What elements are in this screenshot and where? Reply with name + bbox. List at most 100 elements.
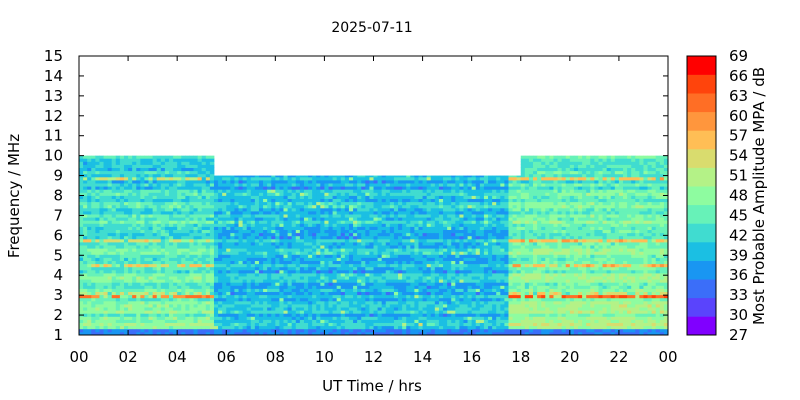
heatmap-cell	[328, 254, 333, 258]
heatmap-cell	[357, 294, 362, 299]
heatmap-cell	[222, 195, 227, 199]
heatmap-cell	[369, 282, 374, 286]
heatmap-cell	[218, 322, 223, 327]
heatmap-cell	[99, 269, 104, 274]
heatmap-cell	[336, 304, 342, 308]
heatmap-cell	[336, 263, 342, 268]
heatmap-cell	[263, 211, 268, 215]
heatmap-cell	[389, 285, 395, 289]
heatmap-cell	[164, 273, 170, 277]
heatmap-cell	[164, 313, 170, 317]
heatmap-cell	[340, 238, 346, 243]
heatmap-cell	[254, 183, 260, 187]
heatmap-cell	[324, 263, 329, 268]
heatmap-cell	[263, 189, 268, 193]
heatmap-cell	[303, 226, 309, 230]
heatmap-cell	[230, 201, 235, 206]
heatmap-cell	[95, 229, 100, 234]
heatmap-cell	[365, 192, 370, 196]
heatmap-cell	[430, 180, 436, 184]
heatmap-cell	[361, 307, 366, 311]
heatmap-cell	[287, 211, 293, 215]
heatmap-cell	[303, 189, 309, 193]
heatmap-cell	[123, 180, 129, 184]
heatmap-cell	[123, 204, 129, 209]
heatmap-cell	[451, 307, 456, 311]
heatmap-cell	[344, 288, 350, 292]
heatmap-cell	[328, 204, 333, 209]
heatmap-cell	[365, 235, 370, 240]
heatmap-cell	[128, 257, 133, 261]
heatmap-cell	[152, 288, 158, 292]
heatmap-cell	[451, 294, 456, 299]
heatmap-cell	[422, 328, 428, 333]
heatmap-cell	[291, 245, 297, 249]
heatmap-cell	[426, 214, 432, 218]
heatmap-cell	[177, 257, 182, 261]
heatmap-cell	[332, 288, 338, 292]
heatmap-cell	[189, 164, 194, 168]
heatmap-cell	[340, 257, 346, 261]
heatmap-cell	[385, 189, 391, 193]
heatmap-cell	[324, 313, 329, 317]
heatmap-cell	[283, 226, 288, 230]
heatmap-cell	[275, 313, 280, 317]
heatmap-cell	[234, 279, 239, 283]
heatmap-cell	[136, 300, 141, 305]
heatmap-cell	[250, 198, 256, 203]
heatmap-cell	[263, 192, 268, 196]
heatmap-cell	[283, 217, 288, 221]
heatmap-cell	[365, 316, 370, 320]
heatmap-cell	[197, 161, 203, 165]
heatmap-cell	[438, 226, 444, 230]
heatmap-cell	[218, 214, 223, 218]
heatmap-cell	[377, 322, 383, 327]
heatmap-cell	[201, 319, 207, 323]
heatmap-cell	[299, 201, 305, 206]
heatmap-cell	[373, 273, 378, 277]
heatmap-cell	[218, 238, 223, 243]
heatmap-cell	[340, 276, 346, 280]
heatmap-cell	[132, 304, 137, 308]
heatmap-cell	[234, 211, 239, 215]
heatmap-cell	[115, 164, 121, 168]
heatmap-cell	[250, 226, 256, 230]
heatmap-cell	[344, 251, 350, 255]
heatmap-cell	[406, 207, 411, 212]
heatmap-cell	[99, 235, 104, 240]
heatmap-cell	[324, 328, 329, 333]
heatmap-cell	[230, 235, 235, 240]
heatmap-cell	[140, 300, 145, 305]
heatmap-cell	[123, 158, 129, 162]
heatmap-cell	[83, 214, 88, 218]
heatmap-cell	[209, 260, 215, 265]
heatmap-cell	[205, 170, 211, 175]
heatmap-cell	[115, 282, 121, 286]
heatmap-cell	[91, 297, 96, 302]
heatmap-cell	[369, 307, 374, 311]
heatmap-cell	[111, 204, 117, 209]
heatmap-cell	[83, 195, 88, 199]
heatmap-cell	[103, 260, 109, 265]
heatmap-cell	[434, 266, 440, 271]
heatmap-cell	[177, 288, 182, 292]
heatmap-cell	[279, 319, 284, 323]
heatmap-cell	[328, 248, 333, 252]
heatmap-cell	[377, 288, 383, 292]
heatmap-cell	[414, 263, 419, 268]
heatmap-cell	[193, 263, 199, 268]
heatmap-cell	[95, 214, 100, 218]
heatmap-cell	[361, 276, 366, 280]
heatmap-cell	[189, 279, 194, 283]
heatmap-cell	[426, 331, 432, 336]
heatmap-cell	[164, 158, 170, 162]
heatmap-cell	[316, 238, 321, 243]
heatmap-cell	[234, 316, 239, 320]
heatmap-cell	[197, 204, 203, 209]
heatmap-cell	[148, 226, 154, 230]
heatmap-cell	[283, 294, 288, 299]
heatmap-cell	[119, 170, 125, 175]
heatmap-cell	[99, 251, 104, 255]
heatmap-cell	[348, 316, 354, 320]
heatmap-cell	[185, 316, 190, 320]
